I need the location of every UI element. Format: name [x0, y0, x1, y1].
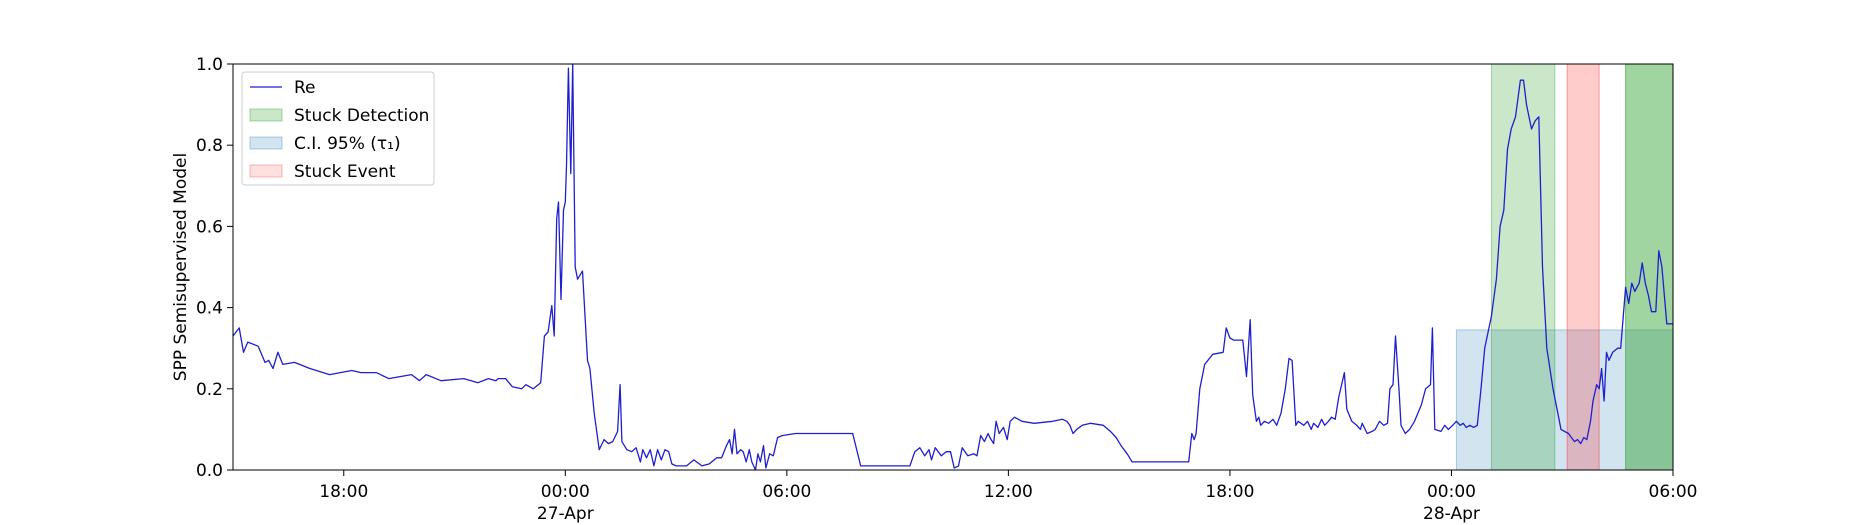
y-tick-label: 0.4: [196, 299, 223, 319]
y-axis-label: SPP Semisupervised Model: [171, 153, 191, 381]
x-tick-label: 12:00: [984, 482, 1033, 502]
x-tick-label: 28-Apr: [1423, 504, 1480, 524]
legend-label-re: Re: [294, 78, 316, 98]
y-axis: 0.0 0.2 0.4 0.6 0.8 1.0: [196, 55, 233, 481]
region-stuck-detection-3: [1625, 63, 1674, 471]
y-tick-label: 0.8: [196, 136, 223, 156]
y-tick-label: 0.2: [196, 380, 223, 400]
shaded-regions: [1455, 63, 1674, 471]
legend: Re Stuck Detection C.I. 95% (τ₁) Stuck Even…: [241, 71, 435, 186]
x-axis: 18:0000:0027-Apr199906:0012:0018:0000:00…: [319, 470, 1698, 524]
x-tick-label: 06:00: [762, 482, 811, 502]
region-stuck-event-2: [1566, 63, 1600, 471]
x-tick-label: 06:00: [1649, 482, 1698, 502]
legend-swatch-stuck-detection: [249, 108, 283, 122]
legend-label-stuck-event: Stuck Event: [294, 162, 396, 182]
legend-swatch-c-i-95: [249, 136, 283, 150]
region-stuck-detection-1: [1490, 63, 1556, 471]
series-layer: [232, 63, 1673, 471]
x-tick-label: 18:00: [319, 482, 368, 502]
x-tick-label: 27-Apr: [537, 504, 594, 524]
legend-label-stuck-detection: Stuck Detection: [294, 106, 429, 126]
legend-swatch-stuck-event: [249, 164, 283, 178]
series-line-re: [232, 63, 1673, 471]
legend-box: [241, 71, 435, 186]
x-tick-label: 00:00: [541, 482, 590, 502]
y-tick-label: 0.6: [196, 217, 223, 237]
plot-frame: [232, 63, 1674, 471]
y-tick-label: 0.0: [196, 461, 223, 481]
x-tick-label: 18:00: [1205, 482, 1254, 502]
region-c-i-95-0: [1455, 329, 1674, 471]
legend-label-c-i-95: C.I. 95% (τ₁): [294, 134, 401, 154]
y-tick-label: 1.0: [196, 55, 223, 75]
x-tick-label: 00:00: [1427, 482, 1476, 502]
